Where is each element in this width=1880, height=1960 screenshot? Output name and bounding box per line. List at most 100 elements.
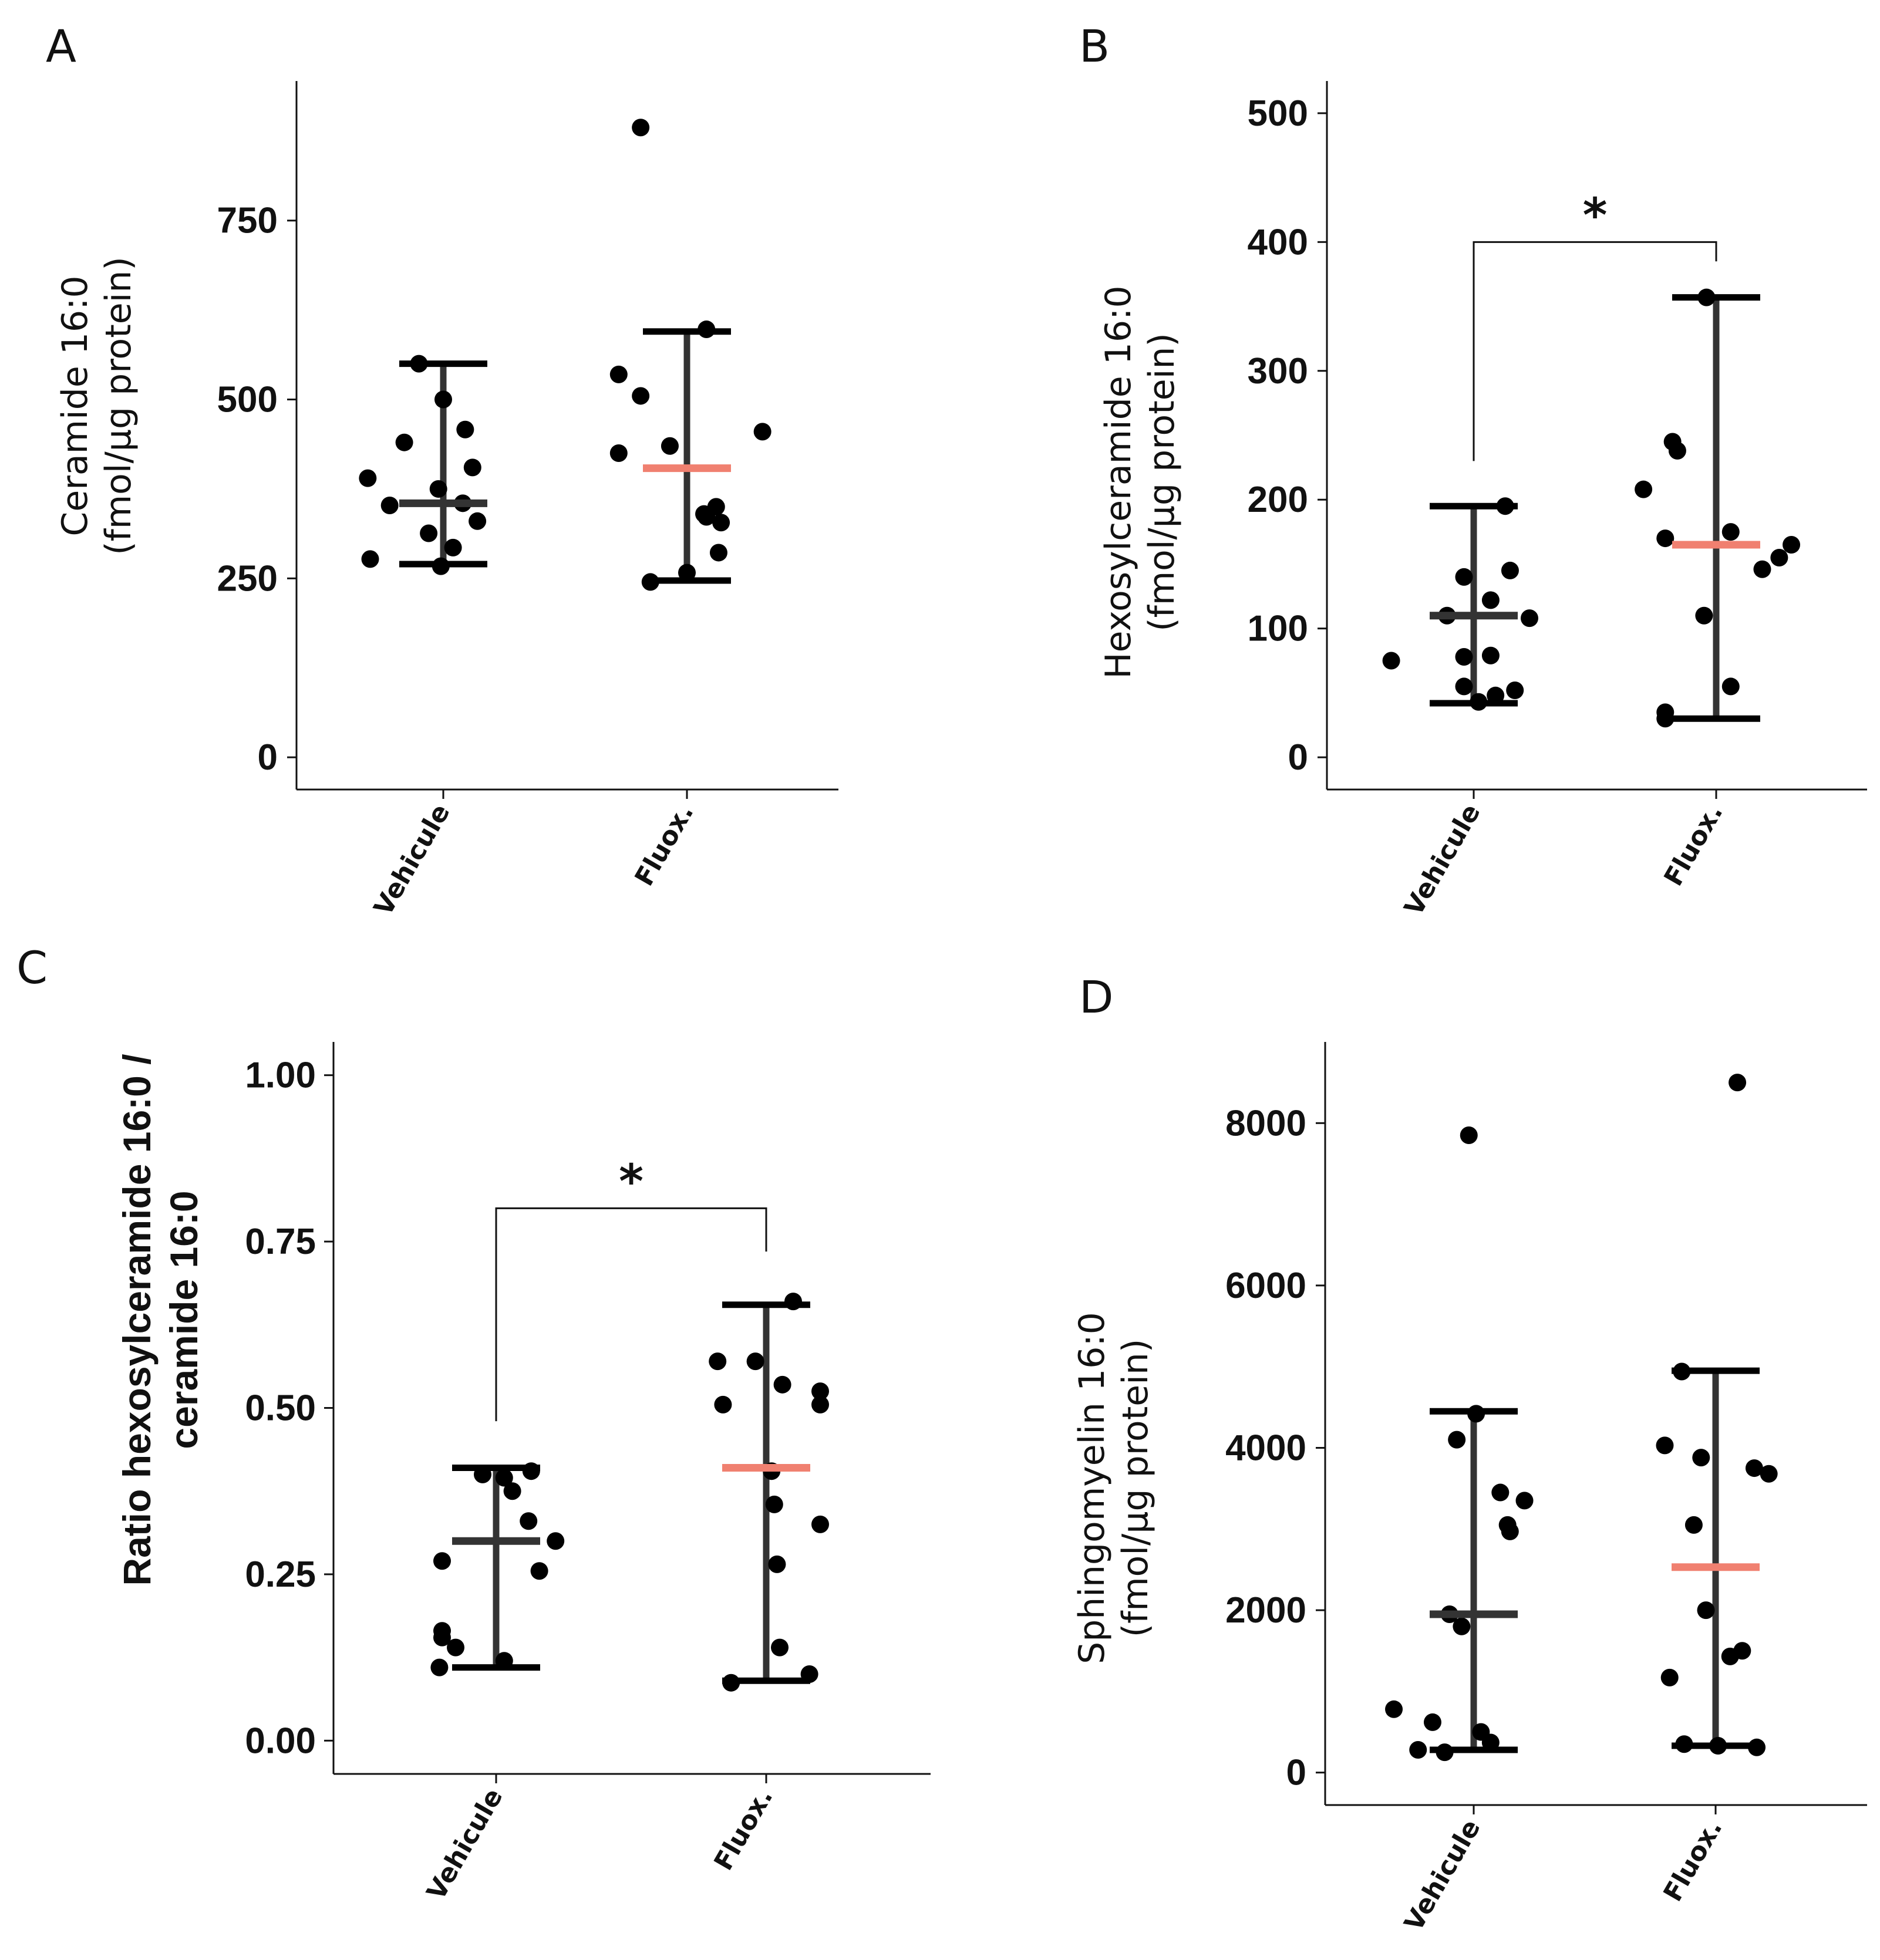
data-point xyxy=(771,1638,789,1657)
x-category-label: Vehicule xyxy=(1399,1814,1486,1937)
data-point xyxy=(1515,1492,1534,1510)
data-point xyxy=(1656,1436,1674,1455)
significance-star: * xyxy=(1583,188,1608,242)
data-point xyxy=(1453,1617,1471,1635)
panel-letter: D xyxy=(1079,971,1114,1023)
data-point xyxy=(463,458,481,477)
data-point xyxy=(1491,1483,1510,1502)
data-point xyxy=(456,420,474,438)
data-point xyxy=(1675,1735,1693,1753)
x-category-label: Vehicule xyxy=(1399,799,1486,921)
data-point xyxy=(1635,480,1653,498)
data-point xyxy=(380,496,399,514)
data-point xyxy=(1656,710,1675,728)
x-category-label: Fluox. xyxy=(708,1783,779,1875)
panel-letter: A xyxy=(46,20,76,72)
data-point xyxy=(1660,1668,1679,1686)
data-point xyxy=(469,512,487,530)
y-tick-label: 1.00 xyxy=(245,1055,316,1096)
data-point xyxy=(1436,1743,1454,1762)
y-tick-label: 0.00 xyxy=(245,1721,316,1761)
data-point xyxy=(712,514,730,532)
data-point xyxy=(1745,1459,1763,1477)
data-point xyxy=(609,365,628,383)
data-point xyxy=(1385,1700,1403,1718)
y-axis-title-line: Sphingomyelin 16:0 xyxy=(1072,1312,1113,1664)
y-tick-label: 6000 xyxy=(1225,1266,1306,1306)
data-point xyxy=(709,544,727,562)
panel-letter: C xyxy=(16,942,48,994)
data-point xyxy=(1481,591,1500,609)
data-point xyxy=(1470,693,1488,711)
data-point xyxy=(1481,1733,1500,1752)
data-point xyxy=(632,387,650,405)
data-point xyxy=(811,1515,829,1533)
data-point xyxy=(1697,1601,1715,1620)
data-point xyxy=(410,355,428,373)
data-point xyxy=(1692,1449,1710,1467)
data-point xyxy=(361,550,379,568)
data-point xyxy=(530,1562,548,1580)
data-point xyxy=(433,1628,451,1647)
y-tick-label: 250 xyxy=(217,558,278,599)
data-point xyxy=(784,1293,802,1311)
data-point xyxy=(1382,652,1400,670)
data-point xyxy=(1770,548,1788,566)
data-point xyxy=(547,1532,565,1550)
x-category-label: Vehicule xyxy=(421,1783,508,1905)
data-point xyxy=(714,1395,732,1414)
data-point xyxy=(447,1638,464,1657)
panel-c: C 0.00 0.25 0.50 0.75 1.00 Ratio hexosylcerami… xyxy=(16,942,931,1905)
y-tick-label: 2000 xyxy=(1225,1590,1306,1631)
panel-a: A 0 250 500 750 Ceramide 16:0 (fmol/μg protein… xyxy=(46,20,838,921)
data-point xyxy=(432,557,450,575)
data-point xyxy=(1460,1126,1478,1145)
data-point xyxy=(503,1482,521,1500)
x-category-label: Vehicule xyxy=(368,799,456,921)
data-point xyxy=(1656,529,1675,548)
data-point xyxy=(1501,1522,1519,1540)
data-point xyxy=(1668,441,1686,460)
data-point xyxy=(811,1382,829,1401)
y-axis-title-line: (fmol/μg protein) xyxy=(1115,1339,1156,1638)
data-point xyxy=(800,1665,818,1683)
data-point xyxy=(811,1395,829,1414)
y-axis-title-line: (fmol/μg protein) xyxy=(98,257,139,555)
data-point xyxy=(495,1469,513,1487)
data-point xyxy=(1721,677,1740,696)
data-point xyxy=(1455,568,1473,586)
y-tick-label: 750 xyxy=(217,201,278,241)
y-axis-title-line: Ratio hexosylceramide 16:0 / xyxy=(115,1054,159,1585)
y-axis-title-line: Hexosylceramide 16:0 xyxy=(1098,285,1139,679)
data-point xyxy=(1684,1516,1703,1534)
data-point xyxy=(420,524,438,542)
data-point xyxy=(765,1495,783,1513)
panel-d: D 0 2000 4000 6000 8000 Sphingomyelin 16:0 (fmo… xyxy=(1072,971,1867,1937)
data-point xyxy=(768,1555,786,1573)
data-point xyxy=(1721,523,1740,541)
data-point xyxy=(1409,1740,1427,1759)
y-tick-label: 0.75 xyxy=(245,1222,316,1262)
y-tick-label: 0.25 xyxy=(245,1554,316,1595)
y-tick-label: 8000 xyxy=(1225,1103,1306,1143)
data-point xyxy=(1467,1405,1485,1423)
y-tick-label: 500 xyxy=(1248,93,1308,134)
data-point xyxy=(1673,1362,1691,1381)
data-point xyxy=(1748,1738,1766,1756)
data-point xyxy=(1455,677,1473,696)
data-point xyxy=(1729,1074,1747,1092)
data-point xyxy=(1506,682,1524,700)
y-tick-label: 0 xyxy=(258,737,278,778)
data-point xyxy=(773,1375,791,1394)
panel-letter: B xyxy=(1079,20,1110,72)
y-tick-label: 100 xyxy=(1248,609,1308,649)
data-point xyxy=(1721,1647,1739,1665)
data-point xyxy=(395,433,413,451)
x-category-label: Fluox. xyxy=(1658,799,1729,891)
data-point xyxy=(609,444,628,462)
data-point xyxy=(1496,497,1514,515)
x-category-label: Fluox. xyxy=(629,799,699,891)
data-point xyxy=(678,564,696,582)
data-point xyxy=(1520,609,1538,628)
